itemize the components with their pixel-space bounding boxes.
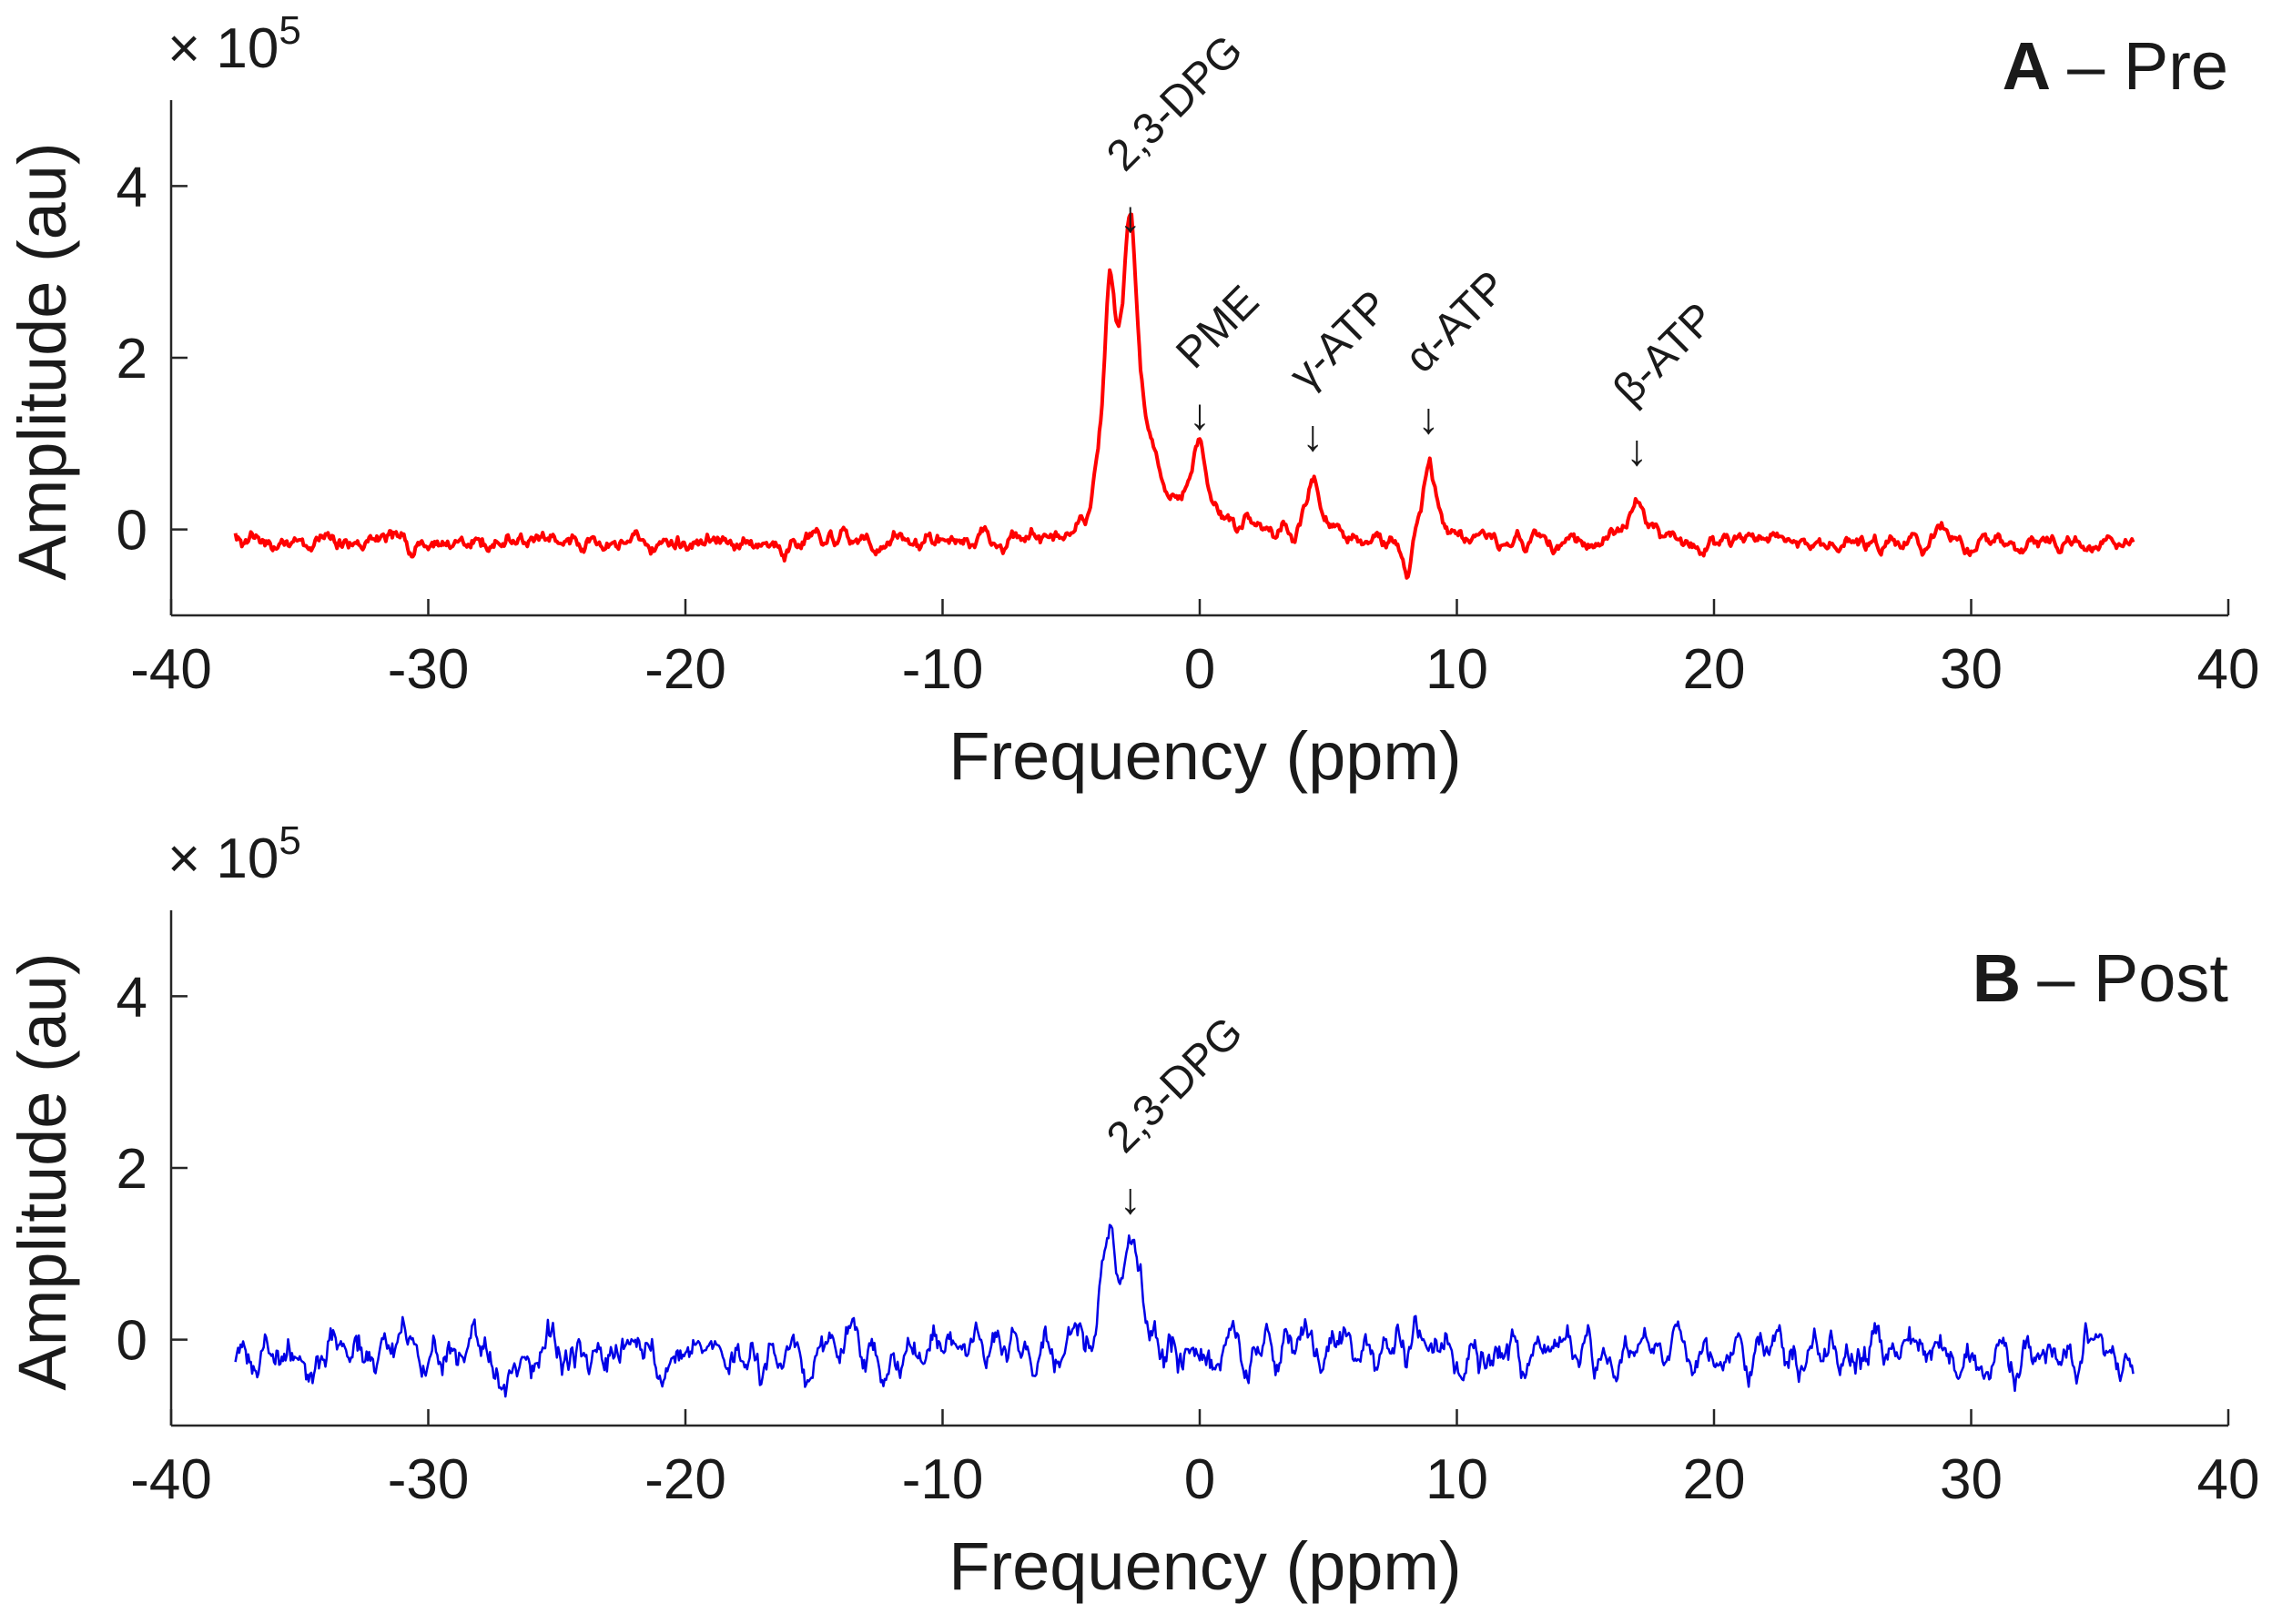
y-tick-label: 2 <box>117 328 147 391</box>
panel-letter: B <box>1973 940 2021 1016</box>
x-tick-label: -40 <box>130 638 212 701</box>
y-tick-label: 4 <box>117 966 147 1029</box>
x-tick-label: -40 <box>130 1448 212 1511</box>
peak-label: 2,3-DPG <box>1098 26 1253 181</box>
x-tick-label: 30 <box>1940 1448 2003 1511</box>
x-tick-label: 30 <box>1940 638 2003 701</box>
y-exponent-label: × 105 <box>167 818 301 890</box>
x-tick-label: 40 <box>2197 638 2260 701</box>
x-tick-label: 20 <box>1683 1448 1746 1511</box>
x-tick-label: 10 <box>1425 638 1488 701</box>
peak-label: α-ATP <box>1396 262 1516 382</box>
x-tick-label: 20 <box>1683 638 1746 701</box>
x-tick-label: -30 <box>388 1448 470 1511</box>
panel-a-pre: -40 -30 -20 -10 0 10 20 30 40 0 2 4 × 105 Frequency (… <box>5 8 2259 794</box>
x-tick-label: -30 <box>388 638 470 701</box>
peak-arrow: ↓ <box>1120 193 1141 241</box>
x-tick-label: 10 <box>1425 1448 1488 1511</box>
x-tick-label: 40 <box>2197 1448 2260 1511</box>
y-exponent-power: 5 <box>279 8 300 53</box>
x-tick-label: -20 <box>644 1448 726 1511</box>
x-tick-label: -10 <box>902 1448 984 1511</box>
x-tick-label: -10 <box>902 638 984 701</box>
x-tick-label: 0 <box>1184 1448 1215 1511</box>
panel-text: – Pre <box>2067 28 2228 104</box>
y-tick-label: 2 <box>117 1138 147 1201</box>
x-tick-label: -20 <box>644 638 726 701</box>
spectrum-line <box>234 1223 2135 1398</box>
y-tick-label: 4 <box>117 156 147 218</box>
peak-arrow: ↓ <box>1120 1175 1141 1223</box>
y-exponent-label: × 105 <box>167 8 301 80</box>
x-axis-label: Frequency (ppm) <box>948 718 1461 794</box>
peak-arrow: ↓ <box>1626 427 1648 475</box>
peak-label: 2,3-DPG <box>1098 1008 1253 1162</box>
y-axis-label: Amplitude (au) <box>5 952 80 1390</box>
panel-label: B – Post <box>1973 940 2229 1016</box>
panel-label: A – Pre <box>2003 28 2228 104</box>
peak-label: β-ATP <box>1605 294 1725 414</box>
y-tick-label: 0 <box>117 500 147 563</box>
peak-arrow: ↓ <box>1417 395 1439 443</box>
x-axis-label: Frequency (ppm) <box>948 1528 1461 1604</box>
panel-letter: A <box>2003 28 2051 104</box>
peak-label: PME <box>1167 277 1268 378</box>
panel-b-post: -40 -30 -20 -10 0 10 20 30 40 0 2 4 × 105 Frequency (… <box>5 818 2259 1604</box>
x-tick-label: 0 <box>1184 638 1215 701</box>
y-exponent-power: 5 <box>279 818 300 863</box>
y-tick-label: 0 <box>117 1310 147 1373</box>
y-axis-label: Amplitude (au) <box>5 142 80 580</box>
spectrum-line <box>233 212 2135 580</box>
panel-text: – Post <box>2037 940 2228 1016</box>
peak-arrow: ↓ <box>1302 412 1324 461</box>
peak-label: γ-ATP <box>1281 281 1398 399</box>
peak-arrow: ↓ <box>1189 391 1211 439</box>
